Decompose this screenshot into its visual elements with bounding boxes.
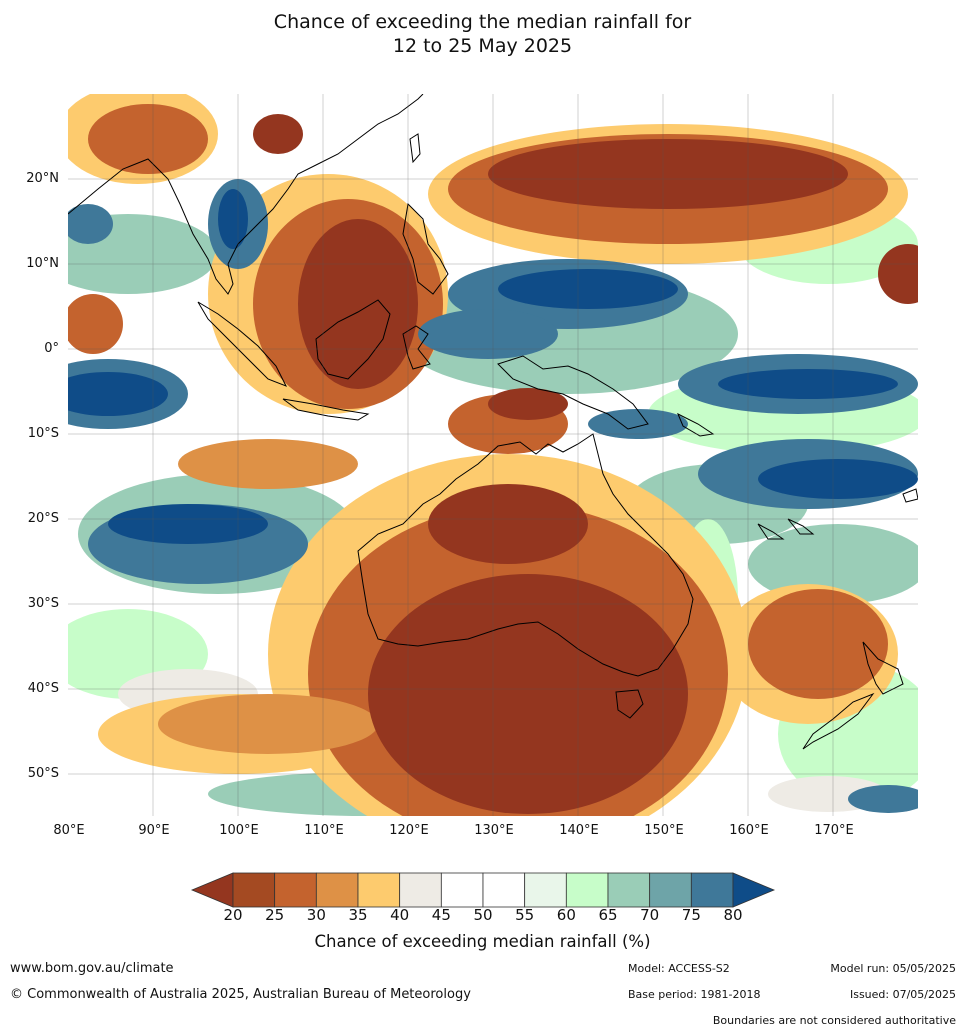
- map-canvas: [68, 94, 918, 816]
- colorbar-segment-50-55: [482, 872, 526, 908]
- colorbar-tick-45: 45: [431, 906, 451, 924]
- borneo-coastline: [315, 299, 391, 380]
- lon-label-100e: 100°E: [219, 823, 259, 838]
- colorbar-segments: [232, 872, 734, 908]
- tasmania-coastline: [615, 689, 644, 719]
- footer-issued: Issued: 07/05/2025: [849, 988, 956, 1001]
- footer-model: Model: ACCESS-S2: [628, 962, 730, 975]
- australia-coastline: [357, 433, 694, 677]
- colorbar-tick-55: 55: [515, 906, 535, 924]
- colorbar-tick-40: 40: [390, 906, 410, 924]
- colorbar-segment-35-40: [357, 872, 401, 908]
- footer-copyright: © Commonwealth of Australia 2025, Austra…: [10, 987, 471, 1002]
- lon-label-130e: 130°E: [474, 823, 514, 838]
- lat-label-40s: 40°S: [27, 681, 59, 696]
- colorbar-segment-60-65: [565, 872, 609, 908]
- colorbar-over-arrow: [732, 872, 776, 908]
- footer-website: www.bom.gov.au/climate: [10, 961, 174, 976]
- colorbar-tick-50: 50: [473, 906, 493, 924]
- colorbar-segment-30-35: [315, 872, 359, 908]
- lat-label-10s: 10°S: [27, 426, 59, 441]
- sumatra-coastline: [197, 301, 288, 387]
- new-caledonia-coastline: [757, 523, 785, 540]
- colorbar-tick-20: 20: [223, 906, 243, 924]
- taiwan-coastline: [409, 133, 421, 164]
- lat-label-20n: 20°N: [26, 171, 59, 186]
- lat-label-20s: 20°S: [27, 511, 59, 526]
- lon-label-110e: 110°E: [304, 823, 344, 838]
- lat-label-30s: 30°S: [27, 596, 59, 611]
- map-title: Chance of exceeding the median rainfall …: [0, 10, 965, 58]
- colorbar-under-arrow: [190, 872, 234, 908]
- colorbar-tick-30: 30: [306, 906, 326, 924]
- colorbar-segment-25-30: [274, 872, 317, 908]
- colorbar-tick-25: 25: [265, 906, 285, 924]
- lat-label-10n: 10°N: [26, 256, 59, 271]
- lon-label-120e: 120°E: [389, 823, 429, 838]
- colorbar-segment-45-50: [440, 872, 484, 908]
- colorbar-tick-65: 65: [598, 906, 618, 924]
- asia-mainland-coastline: [68, 94, 424, 295]
- lon-label-160e: 160°E: [729, 823, 769, 838]
- colorbar-segment-75-80: [690, 872, 734, 908]
- colorbar-tick-60: 60: [556, 906, 576, 924]
- lon-label-140e: 140°E: [559, 823, 599, 838]
- footer-base-period: Base period: 1981-2018: [628, 988, 761, 1001]
- colorbar-segment-55-60: [524, 872, 567, 908]
- probability-field: [68, 94, 918, 816]
- colorbar-tick-75: 75: [681, 906, 701, 924]
- java-coastline: [282, 398, 370, 421]
- graticule: [68, 94, 918, 816]
- colorbar-tick-35: 35: [348, 906, 368, 924]
- coastlines: [68, 94, 918, 750]
- rainfall-map: [68, 94, 918, 816]
- sulawesi-coastline: [402, 325, 431, 370]
- colorbar-label: Chance of exceeding median rainfall (%): [314, 932, 651, 951]
- colorbar-segment-70-75: [649, 872, 692, 908]
- new-zealand-south-coastline: [802, 692, 875, 750]
- lat-label-equator: 0°: [44, 341, 59, 356]
- vanuatu-coastline: [787, 518, 815, 535]
- colorbar-segment-20-25: [232, 872, 276, 908]
- lon-label-90e: 90°E: [138, 823, 170, 838]
- title-line-2: 12 to 25 May 2025: [392, 35, 573, 57]
- lon-label-80e: 80°E: [53, 823, 85, 838]
- lon-label-170e: 170°E: [814, 823, 854, 838]
- footer-boundaries-note: Boundaries are not considered authoritat…: [712, 1014, 956, 1027]
- colorbar-segment-40-45: [399, 872, 442, 908]
- new-guinea-coastline: [497, 355, 649, 430]
- footer-model-run: Model run: 05/05/2025: [830, 962, 956, 975]
- lon-label-150e: 150°E: [644, 823, 684, 838]
- colorbar-tick-80: 80: [723, 906, 743, 924]
- lat-label-50s: 50°S: [27, 766, 59, 781]
- colorbar-tick-70: 70: [640, 906, 660, 924]
- colorbar-segment-65-70: [607, 872, 651, 908]
- colorbar: [190, 872, 776, 908]
- title-line-1: Chance of exceeding the median rainfall …: [273, 11, 692, 33]
- fiji-coastline: [902, 488, 918, 503]
- solomon-islands-coastline: [677, 412, 715, 437]
